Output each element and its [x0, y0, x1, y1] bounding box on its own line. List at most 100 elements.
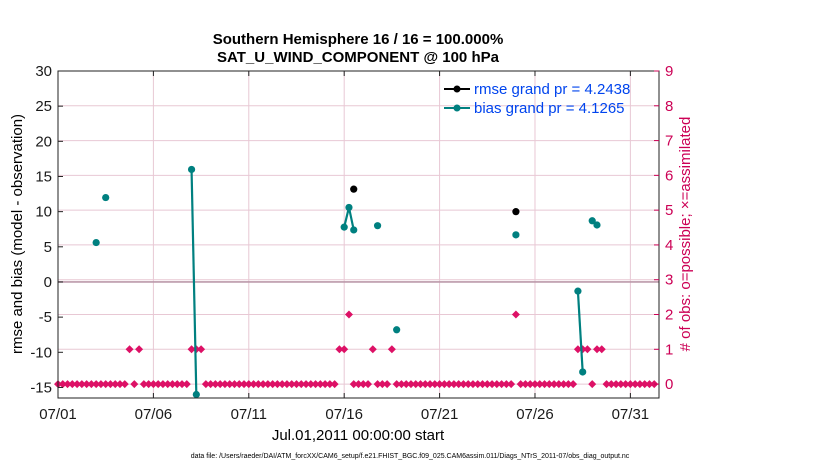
- obs-count-marker: [588, 380, 597, 389]
- obs-count-marker: [135, 345, 144, 354]
- bias-series-line: [576, 291, 584, 373]
- obs-count-marker: [106, 380, 115, 389]
- obs-count-marker: [201, 380, 210, 389]
- y-tick-label-right: 6: [665, 167, 673, 184]
- obs-count-marker: [225, 380, 234, 389]
- obs-count-marker: [602, 380, 611, 389]
- legend-bias-label: bias grand pr = 4.1265: [474, 100, 625, 117]
- obs-count-marker: [573, 345, 582, 354]
- obs-count-marker: [540, 380, 549, 389]
- y-tick-label: 20: [35, 133, 52, 150]
- obs-count-marker: [440, 380, 449, 389]
- obs-count-marker: [144, 380, 153, 389]
- bias-point: [192, 390, 200, 399]
- obs-count-marker: [163, 380, 172, 389]
- x-tick-label: 07/16: [325, 406, 363, 423]
- obs-count-marker: [597, 345, 606, 354]
- obs-count-marker: [616, 380, 625, 389]
- obs-count-marker: [173, 380, 182, 389]
- obs-count-marker: [330, 380, 339, 389]
- obs-count-marker: [569, 380, 578, 389]
- bias-point: [579, 368, 587, 376]
- obs-count-marker: [158, 380, 167, 389]
- obs-count-marker: [206, 380, 215, 389]
- obs-count-marker: [550, 380, 559, 389]
- bias-point: [574, 287, 582, 295]
- obs-count-marker: [120, 380, 129, 389]
- rmse-point: [512, 208, 520, 216]
- bias-point: [340, 223, 348, 231]
- obs-count-marker: [58, 380, 67, 389]
- data-layer: [54, 165, 659, 399]
- obs-count-marker: [282, 380, 291, 389]
- obs-count-marker: [502, 380, 511, 389]
- obs-count-marker: [592, 345, 601, 354]
- x-axis-label: Jul.01,2011 00:00:00 start: [272, 427, 445, 444]
- x-tick-label: 07/11: [231, 406, 267, 423]
- obs-count-marker: [82, 380, 91, 389]
- x-tick-label: 07/31: [612, 406, 650, 423]
- obs-count-marker: [631, 380, 640, 389]
- obs-count-marker: [154, 380, 163, 389]
- obs-count-marker: [211, 380, 220, 389]
- y-tick-label-right: 3: [665, 272, 673, 289]
- y-tick-label: 15: [35, 168, 52, 185]
- obs-count-marker: [526, 380, 535, 389]
- obs-count-marker: [335, 345, 344, 354]
- legend: rmse grand pr = 4.2438 bias grand pr = 4…: [444, 81, 630, 117]
- obs-count-marker: [259, 380, 268, 389]
- rmse-point: [350, 185, 358, 193]
- obs-count-marker: [359, 380, 368, 389]
- obs-count-marker: [368, 345, 377, 354]
- obs-count-marker: [464, 380, 473, 389]
- obs-count-marker: [96, 380, 105, 389]
- obs-count-marker: [478, 380, 487, 389]
- obs-count-marker: [626, 380, 635, 389]
- y-tick-label: 10: [35, 204, 52, 221]
- obs-count-marker: [278, 380, 287, 389]
- y-tick-label-right: 9: [665, 63, 673, 80]
- obs-count-marker: [645, 380, 654, 389]
- obs-count-marker: [535, 380, 544, 389]
- obs-count-marker: [411, 380, 420, 389]
- obs-count-marker: [235, 380, 244, 389]
- obs-count-marker: [197, 345, 206, 354]
- y-tick-label-right: 5: [665, 202, 673, 219]
- y-tick-label-right: 0: [665, 376, 673, 393]
- obs-count-marker: [302, 380, 311, 389]
- obs-count-marker: [349, 380, 358, 389]
- obs-count-marker: [73, 380, 82, 389]
- obs-count-marker: [488, 380, 497, 389]
- y-tick-label: 30: [35, 63, 52, 80]
- obs-count-marker: [554, 380, 563, 389]
- obs-count-marker: [559, 380, 568, 389]
- obs-count-marker: [187, 345, 196, 354]
- y-tick-label: -15: [30, 379, 52, 396]
- bias-point: [187, 165, 196, 174]
- obs-count-marker: [607, 380, 616, 389]
- data-file-footer: data file: /Users/raeder/DAI/ATM_forcXX/…: [191, 453, 630, 460]
- obs-count-marker: [426, 380, 435, 389]
- bias-point: [588, 217, 596, 225]
- y-tick-label-right: 1: [665, 341, 673, 358]
- x-tick-label: 07/01: [39, 406, 77, 423]
- obs-count-marker: [497, 380, 506, 389]
- obs-count-marker: [364, 380, 373, 389]
- obs-count-marker: [325, 380, 334, 389]
- obs-count-marker: [545, 380, 554, 389]
- obs-count-marker: [397, 380, 406, 389]
- obs-count-marker: [244, 380, 253, 389]
- obs-count-marker: [249, 380, 258, 389]
- obs-count-marker: [168, 380, 177, 389]
- obs-count-marker: [92, 380, 101, 389]
- y-axis-label-right: # of obs: o=possible; ×=assimilated: [677, 117, 694, 352]
- obs-count-marker: [178, 380, 187, 389]
- obs-count-marker: [492, 380, 501, 389]
- obs-count-marker: [216, 380, 225, 389]
- obs-count-marker: [125, 345, 134, 354]
- obs-count-marker: [77, 380, 86, 389]
- obs-count-marker: [521, 380, 530, 389]
- obs-count-marker: [454, 380, 463, 389]
- bias-point: [345, 203, 353, 212]
- obs-count-marker: [392, 380, 401, 389]
